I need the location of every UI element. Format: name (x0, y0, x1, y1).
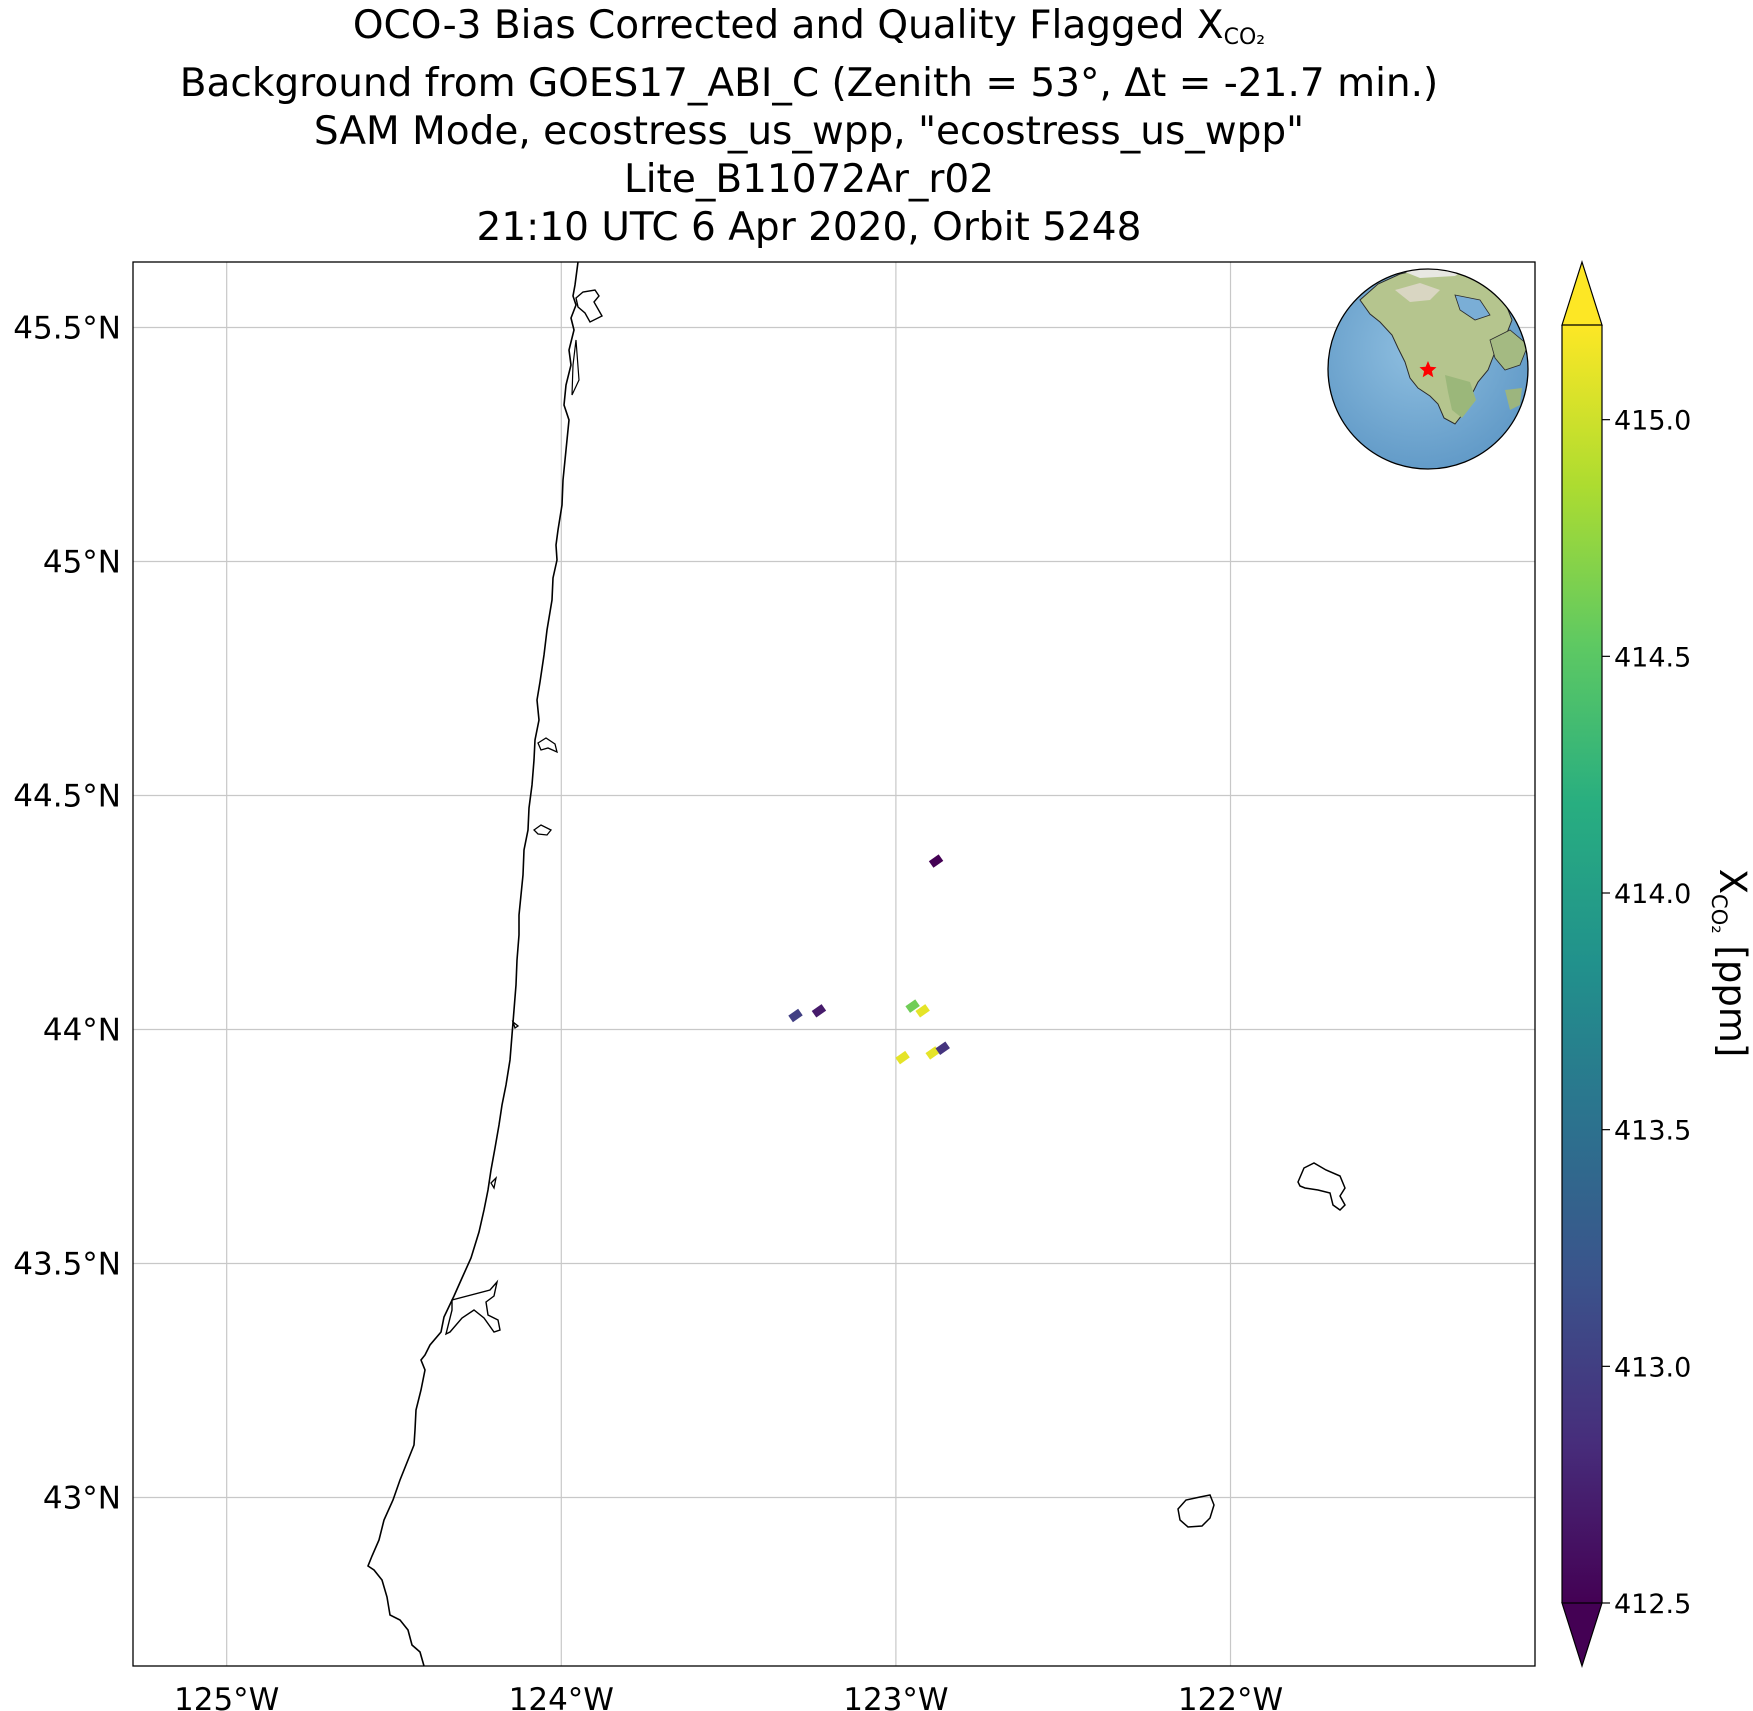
gridlines (133, 262, 1535, 1666)
lake-outline-2 (1177, 1494, 1215, 1528)
xco2-sounding-marker (925, 1046, 940, 1060)
lon-tick-label: 123°W (843, 1682, 948, 1711)
xco2-sounding-marker (905, 999, 920, 1013)
lon-tick-label: 125°W (174, 1682, 279, 1711)
colorbar-tick-label: 413.0 (1614, 1352, 1691, 1383)
lake-outlines (1177, 1162, 1346, 1528)
colorbar-tick-label: 414.0 (1614, 879, 1691, 910)
lon-tick-label: 124°W (509, 1682, 614, 1711)
lat-tick-label: 45°N (43, 545, 121, 581)
title-line-3: SAM Mode, ecostress_us_wpp, "ecostress_u… (313, 109, 1305, 154)
lake-outline-1 (1297, 1162, 1346, 1211)
lon-tick-label: 122°W (1178, 1682, 1283, 1711)
longitude-tick-labels: 125°W 124°W 123°W 122°W (174, 1682, 1283, 1711)
xco2-sounding-marker (935, 1041, 950, 1055)
title-line-4: Lite_B11072Ar_r02 (623, 157, 995, 202)
coastline (367, 262, 603, 1666)
colorbar-label: XCO₂ [ppm] (1707, 869, 1753, 1058)
map-frame (132, 261, 1536, 1667)
colorbar-gradient (1562, 325, 1602, 1603)
xco2-sounding-marker (788, 1008, 803, 1023)
location-star-icon (1419, 361, 1437, 378)
title-line-1: OCO-3 Bias Corrected and Quality Flagged… (352, 3, 1266, 50)
latitude-tick-labels: 45.5°N 45°N 44.5°N 44°N 43.5°N 43°N (13, 311, 121, 1517)
xco2-sounding-marker (811, 1004, 827, 1018)
lat-tick-label: 43.5°N (13, 1247, 121, 1283)
colorbar-extend-min (1561, 1602, 1603, 1668)
lat-tick-label: 44.5°N (13, 779, 121, 815)
lat-tick-label: 43°N (43, 1481, 121, 1517)
colorbar: 412.5 413.0 413.5 414.0 414.5 415.0 XCO₂ [ppm… (1561, 260, 1753, 1668)
colorbar-tick-label: 415.0 (1614, 406, 1691, 437)
xco2-sounding-marker (928, 854, 944, 868)
lat-tick-label: 44°N (43, 1013, 121, 1049)
colorbar-tick-label: 413.5 (1614, 1116, 1691, 1147)
title-line-2: Background from GOES17_ABI_C (Zenith = 5… (179, 61, 1439, 106)
locator-globe (1327, 268, 1529, 470)
lat-tick-label: 45.5°N (13, 311, 121, 347)
xco2-sounding-marker (895, 1050, 910, 1065)
colorbar-tick-label: 414.5 (1614, 642, 1691, 673)
colorbar-tick-label: 412.5 (1614, 1589, 1691, 1620)
title-line-5: 21:10 UTC 6 Apr 2020, Orbit 5248 (476, 205, 1142, 250)
colorbar-extend-max (1561, 260, 1603, 326)
xco2-soundings (788, 854, 950, 1065)
xco2-sounding-marker (915, 1004, 930, 1018)
